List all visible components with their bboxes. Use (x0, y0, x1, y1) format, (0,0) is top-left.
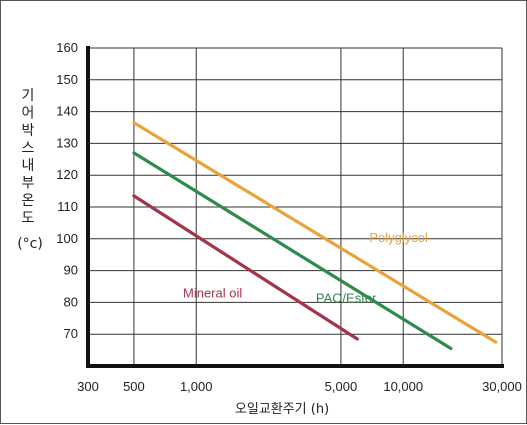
y-tick-label: 80 (64, 294, 78, 309)
y-tick-label: 150 (56, 72, 78, 87)
y-tick-label: 140 (56, 104, 78, 119)
axes (86, 46, 504, 368)
grid (87, 47, 503, 366)
y-axis-label-unit: (°c) (17, 236, 43, 252)
y-tick-label: 120 (56, 167, 78, 182)
y-tick-labels: 70 80 90 100 110 120 130 140 150 160 (56, 40, 78, 341)
y-tick-label: 70 (64, 326, 78, 341)
series-lines (132, 121, 498, 351)
x-tick-label: 500 (123, 379, 145, 394)
series-label: PAO/Ester (316, 290, 377, 305)
y-axis-label-char: 스 (22, 141, 35, 157)
x-axis-label: 오일교환주기 (h) (235, 402, 329, 417)
y-tick-label: 100 (56, 231, 78, 246)
x-tick-label: 5,000 (325, 379, 358, 394)
series-line (132, 194, 359, 341)
y-axis-label-char: 기 (22, 88, 35, 104)
y-tick-label: 130 (56, 135, 78, 150)
x-tick-labels: 300 500 1,000 5,000 10,000 30,000 (77, 379, 522, 394)
y-axis-label-char: 내 (22, 158, 35, 174)
y-tick-label: 90 (64, 263, 78, 278)
y-tick-label: 160 (56, 40, 78, 55)
y-axis-label-char: 박 (22, 123, 35, 139)
series-line (132, 151, 453, 351)
series-label: Polyglycol (369, 230, 428, 245)
series-labels: Polyglycol PAO/Ester Mineral oil (183, 230, 428, 305)
y-axis-label-char: 도 (22, 211, 35, 227)
x-tick-label: 30,000 (482, 379, 522, 394)
series-line (132, 121, 498, 344)
y-axis-label-char: 온 (22, 193, 35, 209)
x-tick-label: 1,000 (180, 379, 213, 394)
y-tick-label: 110 (57, 199, 78, 214)
series-label: Mineral oil (183, 286, 242, 301)
x-tick-label: 10,000 (383, 379, 423, 394)
y-axis-label-char: 부 (22, 176, 35, 192)
x-tick-label: 300 (77, 379, 99, 394)
y-axis-label-char: 어 (22, 106, 35, 122)
